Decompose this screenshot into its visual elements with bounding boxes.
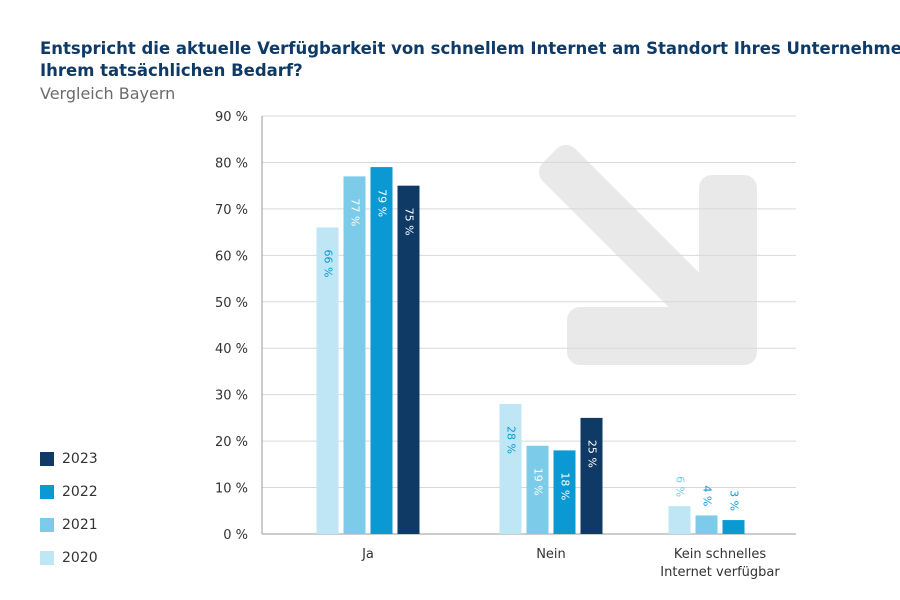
y-tick-label-60: 60 % bbox=[215, 249, 248, 264]
legend-label-2023: 2023 bbox=[62, 450, 98, 467]
data-label-2021-cat-0: 77 % bbox=[349, 198, 362, 226]
bar-2023-cat-0 bbox=[397, 185, 420, 534]
legend-item-2023: 2023 bbox=[40, 442, 98, 475]
data-label-2022-cat-1: 18 % bbox=[559, 472, 572, 500]
y-tick-label-30: 30 % bbox=[215, 389, 248, 404]
y-tick-label-0: 0 % bbox=[223, 528, 248, 543]
bar-2020-cat-2 bbox=[668, 506, 691, 534]
y-tick-label-90: 90 % bbox=[215, 110, 248, 125]
bar-2020-cat-0 bbox=[316, 227, 339, 534]
bar-2021-cat-1 bbox=[526, 445, 549, 534]
data-label-2021-cat-2: 4 % bbox=[701, 485, 714, 506]
chart-title: Entspricht die aktuelle Verfügbarkeit vo… bbox=[40, 38, 900, 82]
data-label-2022-cat-2: 3 % bbox=[728, 490, 741, 511]
chart-title-line-1: Entspricht die aktuelle Verfügbarkeit vo… bbox=[40, 39, 900, 58]
chart-title-line-2: Ihrem tatsächlichen Bedarf? bbox=[40, 61, 303, 80]
legend-item-2020: 2020 bbox=[40, 541, 98, 574]
legend: 2023 2022 2021 2020 bbox=[40, 442, 98, 574]
y-tick-label-70: 70 % bbox=[215, 203, 248, 218]
data-label-2020-cat-0: 66 % bbox=[322, 249, 335, 277]
legend-swatch-2020 bbox=[40, 550, 54, 565]
y-tick-label-50: 50 % bbox=[215, 296, 248, 311]
data-label-2023-cat-0: 75 % bbox=[403, 208, 416, 236]
y-tick-label-80: 80 % bbox=[215, 156, 248, 171]
data-label-2020-cat-2: 6 % bbox=[674, 476, 687, 497]
legend-item-2021: 2021 bbox=[40, 508, 98, 541]
chart-subtitle: Vergleich Bayern bbox=[40, 84, 176, 103]
x-tick-label-2-line-2: Internet verfügbar bbox=[660, 565, 780, 580]
x-tick-label-2: Kein schnelles bbox=[674, 547, 766, 562]
x-tick-label-0: Ja bbox=[361, 547, 374, 562]
y-tick-label-20: 20 % bbox=[215, 435, 248, 450]
legend-label-2021: 2021 bbox=[62, 516, 98, 533]
legend-label-2022: 2022 bbox=[62, 483, 98, 500]
legend-item-2022: 2022 bbox=[40, 475, 98, 508]
y-tick-label-10: 10 % bbox=[215, 482, 248, 497]
bar-2022-cat-0 bbox=[370, 167, 393, 535]
bar-2022-cat-1 bbox=[553, 450, 576, 534]
bar-2023-cat-1 bbox=[580, 417, 603, 534]
data-label-2022-cat-0: 79 % bbox=[376, 189, 389, 217]
bar-2021-cat-0 bbox=[343, 176, 366, 534]
legend-label-2020: 2020 bbox=[62, 549, 98, 566]
legend-swatch-2022 bbox=[40, 484, 54, 499]
legend-swatch-2023 bbox=[40, 451, 54, 466]
x-tick-label-1: Nein bbox=[536, 547, 566, 562]
bar-2022-cat-2 bbox=[722, 520, 745, 534]
y-tick-label-40: 40 % bbox=[215, 342, 248, 357]
data-label-2021-cat-1: 19 % bbox=[532, 468, 545, 496]
legend-swatch-2021 bbox=[40, 517, 54, 532]
data-label-2023-cat-1: 25 % bbox=[586, 440, 599, 468]
data-label-2020-cat-1: 28 % bbox=[505, 426, 518, 454]
bar-2020-cat-1 bbox=[499, 403, 522, 534]
bar-2021-cat-2 bbox=[695, 515, 718, 534]
